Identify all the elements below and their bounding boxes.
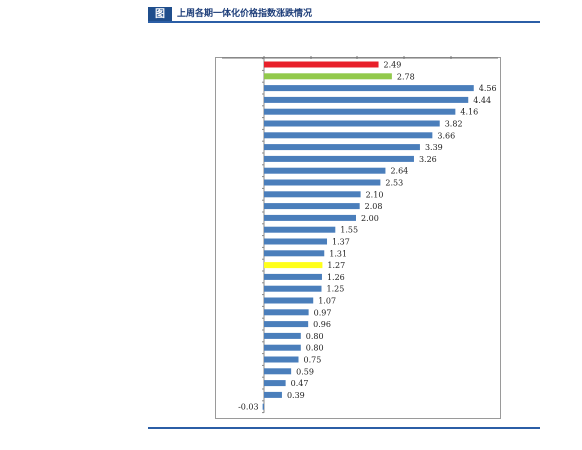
bar-value-label: 1.55 [340,226,358,235]
top-rule [148,21,540,23]
bar-value-label: 0.59 [296,367,314,376]
bar-value-label: 1.07 [318,297,336,306]
bar [264,73,392,80]
figure-label: 图 1: [148,7,172,35]
bar-value-label: 1.27 [327,261,345,270]
bar [264,238,328,245]
bar [264,344,301,351]
bar [264,368,292,375]
bar-value-label: 0.80 [306,332,324,341]
bottom-rule [148,427,540,429]
figure-header: 图 1: 上周各期一体化价格指数涨跌情况 [148,7,540,35]
bar-value-label: 2.78 [397,72,415,81]
bar [264,226,336,233]
bar-value-label: 0.39 [287,391,305,400]
bar-value-label: 0.96 [313,320,331,329]
bar [264,179,381,186]
bar [264,380,286,387]
bar [264,167,386,174]
bar [264,108,456,115]
bar [264,85,474,92]
bar [264,285,322,292]
bar-value-label: 2.00 [361,214,379,223]
bar-value-label: 4.16 [460,108,478,117]
bar [264,262,323,269]
bar [264,321,309,328]
bar [264,309,309,316]
bar-value-label: 0.75 [304,356,322,365]
bar-value-label: 1.37 [332,238,350,247]
bar [264,356,299,363]
bar [264,214,356,221]
bar-value-label: 4.56 [479,84,497,93]
bar-value-label: 2.53 [385,179,403,188]
bar [264,250,325,257]
bar [264,132,433,139]
bar-value-label: 3.26 [419,155,437,164]
figure-title: 上周各期一体化价格指数涨跌情况 [177,9,313,19]
bar [264,155,414,162]
bar [264,144,420,151]
bar [264,203,360,210]
bar-value-label: 1.25 [327,285,345,294]
bar [264,391,282,398]
bar-value-label: 2.49 [384,61,402,70]
bar-value-label: 1.31 [329,249,347,258]
bar [262,403,264,410]
bar [264,61,379,68]
bar [264,297,314,304]
bar-value-label: 3.82 [445,120,463,129]
bar [264,332,301,339]
bar [264,96,469,103]
bar-value-label: 2.08 [365,202,383,211]
bar [264,120,440,127]
bar [264,273,322,280]
bar-value-label: 0.97 [314,308,332,317]
bar-value-label: 2.10 [366,190,384,199]
bar-value-label: 0.47 [291,379,309,388]
bar-value-label: 1.26 [327,273,345,282]
bar-value-label: 2.64 [390,167,408,176]
bar-value-label: 3.39 [425,143,443,152]
bar-value-label: 0.80 [306,344,324,353]
bar [264,191,361,198]
bar-value-label: -0.03 [238,403,259,412]
bar-value-label: 3.66 [437,131,455,140]
bar-value-label: 4.44 [473,96,491,105]
